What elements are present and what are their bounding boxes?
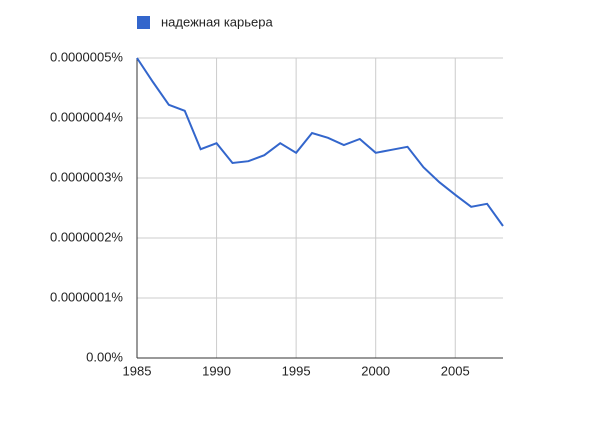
legend-label: надежная карьера bbox=[161, 14, 274, 29]
y-tick-label: 0.0000002% bbox=[50, 229, 123, 244]
x-tick-label: 1995 bbox=[282, 363, 311, 378]
y-tick-label: 0.0000005% bbox=[50, 49, 123, 64]
line bbox=[136, 57, 504, 227]
y-tick-label: 0.00% bbox=[86, 349, 123, 364]
y-tick-label: 0.0000004% bbox=[50, 109, 123, 124]
x-tick-label: 1990 bbox=[202, 363, 231, 378]
x-tick-label: 2005 bbox=[441, 363, 470, 378]
x-tick-label: 2000 bbox=[361, 363, 390, 378]
legend-swatch bbox=[137, 16, 150, 29]
x-tick-label: 1985 bbox=[123, 363, 152, 378]
y-tick-label: 0.0000001% bbox=[50, 289, 123, 304]
y-tick-label: 0.0000003% bbox=[50, 169, 123, 184]
